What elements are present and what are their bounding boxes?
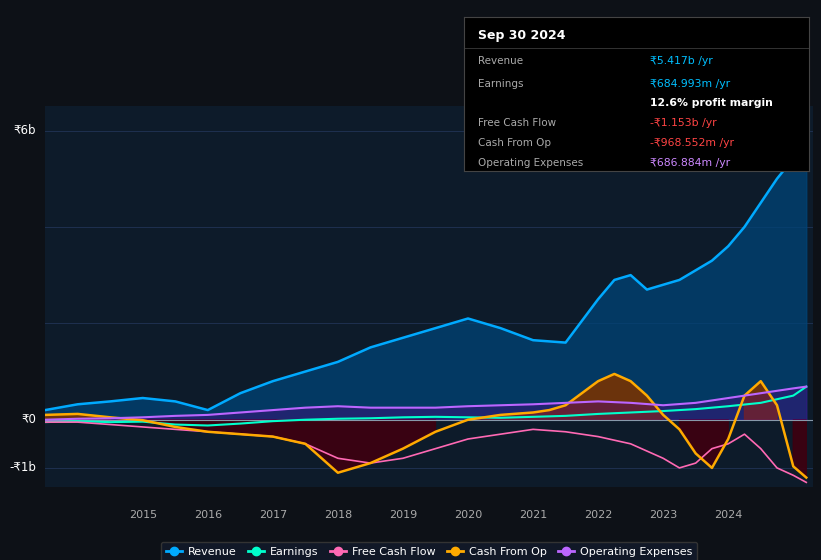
Text: 2015: 2015: [129, 510, 157, 520]
Text: 12.6% profit margin: 12.6% profit margin: [650, 97, 773, 108]
Text: Revenue: Revenue: [478, 56, 523, 66]
Text: -₹1.153b /yr: -₹1.153b /yr: [650, 118, 717, 128]
Text: ₹6b: ₹6b: [13, 124, 36, 137]
Legend: Revenue, Earnings, Free Cash Flow, Cash From Op, Operating Expenses: Revenue, Earnings, Free Cash Flow, Cash …: [161, 542, 697, 560]
Text: 2024: 2024: [714, 510, 742, 520]
Text: Cash From Op: Cash From Op: [478, 138, 551, 148]
Text: 2016: 2016: [194, 510, 222, 520]
Text: 2018: 2018: [323, 510, 352, 520]
Text: 2023: 2023: [649, 510, 677, 520]
Text: Earnings: Earnings: [478, 79, 523, 89]
Text: 2022: 2022: [584, 510, 612, 520]
Text: Sep 30 2024: Sep 30 2024: [478, 29, 565, 42]
Text: 2020: 2020: [454, 510, 482, 520]
Text: ₹0: ₹0: [21, 413, 36, 426]
Text: ₹684.993m /yr: ₹684.993m /yr: [650, 79, 730, 89]
Text: Operating Expenses: Operating Expenses: [478, 158, 583, 168]
Text: 2021: 2021: [519, 510, 547, 520]
Text: -₹1b: -₹1b: [9, 461, 36, 474]
Text: ₹686.884m /yr: ₹686.884m /yr: [650, 158, 730, 168]
Text: -₹968.552m /yr: -₹968.552m /yr: [650, 138, 734, 148]
Text: Free Cash Flow: Free Cash Flow: [478, 118, 556, 128]
Text: ₹5.417b /yr: ₹5.417b /yr: [650, 56, 713, 66]
Text: 2017: 2017: [259, 510, 287, 520]
Text: 2019: 2019: [389, 510, 417, 520]
